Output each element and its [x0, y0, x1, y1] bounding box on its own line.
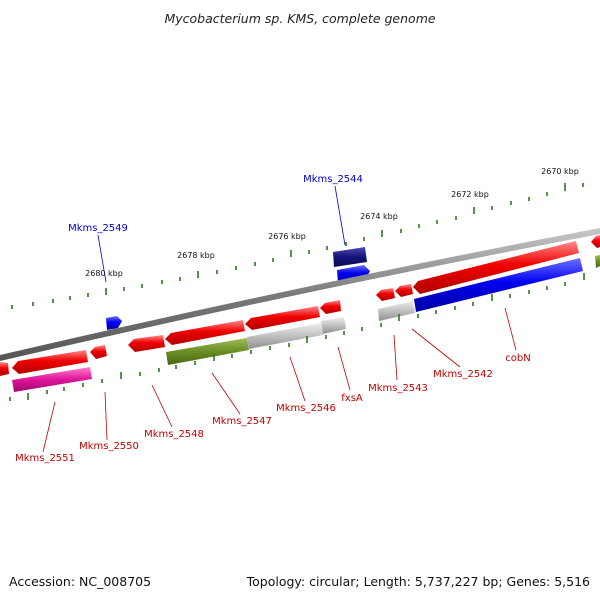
gene-mkms-2549[interactable]: [106, 316, 122, 330]
gene-mkms-2546-grey[interactable]: [247, 323, 323, 349]
gene-label-mkms-2550[interactable]: Mkms_2550: [79, 441, 139, 452]
gene-label-mkms-2547[interactable]: Mkms_2547: [212, 416, 272, 427]
gene-label-mkms-2546[interactable]: Mkms_2546: [276, 403, 336, 414]
gene-cobn-blue[interactable]: [414, 258, 583, 312]
gene-partial-right-red[interactable]: [591, 235, 600, 248]
reverse-gene-label-text: Mkms_2551 Mkms_2550 Mkms_2548 Mkms_2547 …: [15, 353, 531, 464]
gene-mkms-2547-olive[interactable]: [166, 338, 249, 365]
gene-mkms-2542[interactable]: [395, 284, 413, 297]
kbp-label: 2680 kbp: [85, 269, 123, 278]
inner-tick-ring: [9, 273, 585, 401]
kbp-label: 2672 kbp: [451, 190, 489, 199]
gene-label-cobn[interactable]: cobN: [505, 353, 530, 364]
gene-label-fxsa[interactable]: fxsA: [341, 393, 363, 404]
gene-mkms-2546-red[interactable]: [245, 306, 320, 330]
gene-cobn-red[interactable]: [413, 241, 579, 294]
gene-label-mkms-2544[interactable]: Mkms_2544: [303, 174, 363, 185]
gene-mkms-2551-magenta[interactable]: [12, 367, 92, 392]
map-title: Mycobacterium sp. KMS, complete genome: [164, 11, 435, 26]
accession-text: Accession: NC_008705: [9, 574, 151, 589]
reverse-genes: [0, 235, 600, 392]
outer-tick-ring: [11, 183, 584, 309]
gene-partial-right-olive[interactable]: [595, 255, 600, 268]
genome-backbone: [0, 228, 600, 361]
forward-genes: [106, 247, 370, 330]
gene-label-mkms-2542[interactable]: Mkms_2542: [433, 369, 493, 380]
gene-mkms-2544-navy[interactable]: [333, 247, 367, 267]
gene-label-mkms-2551[interactable]: Mkms_2551: [15, 453, 75, 464]
gene-mkms-2543-red[interactable]: [376, 288, 395, 301]
gene-mkms-2547-red[interactable]: [165, 320, 245, 345]
gene-mkms-2551-red[interactable]: [12, 350, 88, 374]
gene-label-mkms-2549[interactable]: Mkms_2549: [68, 223, 128, 234]
gene-partial-left[interactable]: [0, 362, 9, 376]
kbp-labels: 2670 kbp 2672 kbp 2674 kbp 2676 kbp 2678…: [85, 167, 579, 278]
gene-mkms-2550[interactable]: [90, 345, 107, 359]
gene-label-mkms-2548[interactable]: Mkms_2548: [144, 429, 204, 440]
kbp-label: 2676 kbp: [268, 232, 306, 241]
forward-gene-labels: Mkms_2549 Mkms_2544: [68, 174, 363, 283]
kbp-label: 2670 kbp: [541, 167, 579, 176]
genome-summary-text: Topology: circular; Length: 5,737,227 bp…: [246, 574, 590, 589]
kbp-label: 2678 kbp: [177, 251, 215, 260]
kbp-label: 2674 kbp: [360, 212, 398, 221]
gene-fxsa-grey[interactable]: [321, 317, 346, 334]
gene-mkms-2543-grey[interactable]: [378, 301, 415, 321]
reverse-gene-labels: [42, 307, 517, 453]
gene-mkms-2548[interactable]: [128, 335, 165, 352]
gene-label-mkms-2543[interactable]: Mkms_2543: [368, 383, 428, 394]
gene-fxsa-red[interactable]: [320, 300, 341, 314]
